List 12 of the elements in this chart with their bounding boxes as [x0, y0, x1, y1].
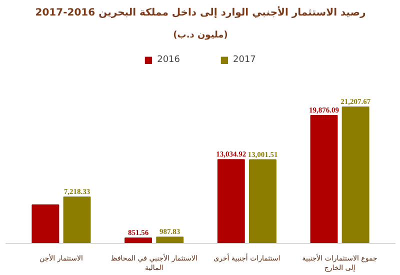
legend-label: 2016 [157, 55, 180, 65]
legend-label: 2017 [233, 55, 256, 65]
chart-title: رصيد الاستثمار الأجنبي الوارد إلى داخل مملكة البحرين 2016-2017 [35, 6, 366, 18]
bar [63, 196, 91, 244]
bar [217, 159, 245, 244]
bar [156, 236, 184, 244]
bar [124, 238, 152, 244]
chart-subtitle: (مليون د.ب) [173, 30, 228, 40]
bar [32, 204, 60, 244]
bar [248, 159, 276, 244]
bar [310, 115, 338, 244]
bar [342, 106, 370, 244]
